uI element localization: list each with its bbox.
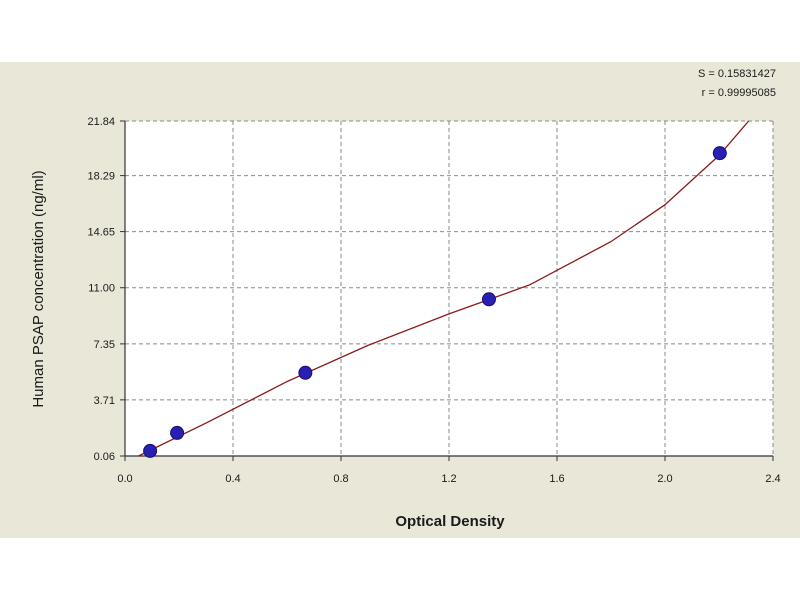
y-tick-label: 3.71 bbox=[94, 395, 115, 407]
data-point bbox=[143, 443, 158, 458]
y-tick-labels: 0.06 3.71 7.35 11.00 14.65 18.29 21.84 bbox=[87, 116, 115, 463]
data-point bbox=[712, 146, 727, 161]
y-axis-label: Human PSAP concentration (ng/ml) bbox=[30, 170, 47, 407]
y-tick-label: 14.65 bbox=[87, 227, 115, 239]
axes bbox=[120, 120, 774, 461]
x-tick-label: 2.4 bbox=[765, 473, 780, 485]
y-tick-label: 21.84 bbox=[87, 116, 115, 128]
y-tick-label: 18.29 bbox=[87, 171, 115, 183]
y-tick-label: 7.35 bbox=[94, 339, 115, 351]
x-tick-label: 0.8 bbox=[333, 473, 348, 485]
x-axis-label: Optical Density bbox=[395, 513, 505, 530]
x-tick-label: 0.4 bbox=[225, 473, 240, 485]
data-point bbox=[170, 425, 185, 440]
x-tick-label: 1.2 bbox=[441, 473, 456, 485]
x-tick-label: 2.0 bbox=[657, 473, 672, 485]
grid-lines bbox=[125, 120, 774, 456]
y-tick-label: 11.00 bbox=[88, 283, 115, 295]
s-statistic: S = 0.15831427 bbox=[698, 68, 776, 80]
data-point bbox=[481, 292, 496, 307]
x-tick-labels: 0.0 0.4 0.8 1.2 1.6 2.0 2.4 bbox=[117, 473, 780, 485]
r-statistic: r = 0.99995085 bbox=[702, 87, 776, 99]
data-point bbox=[298, 365, 313, 380]
x-tick-label: 1.6 bbox=[549, 473, 564, 485]
data-points bbox=[143, 146, 727, 458]
y-tick-label: 0.06 bbox=[94, 451, 115, 463]
x-tick-label: 0.0 bbox=[117, 473, 132, 485]
